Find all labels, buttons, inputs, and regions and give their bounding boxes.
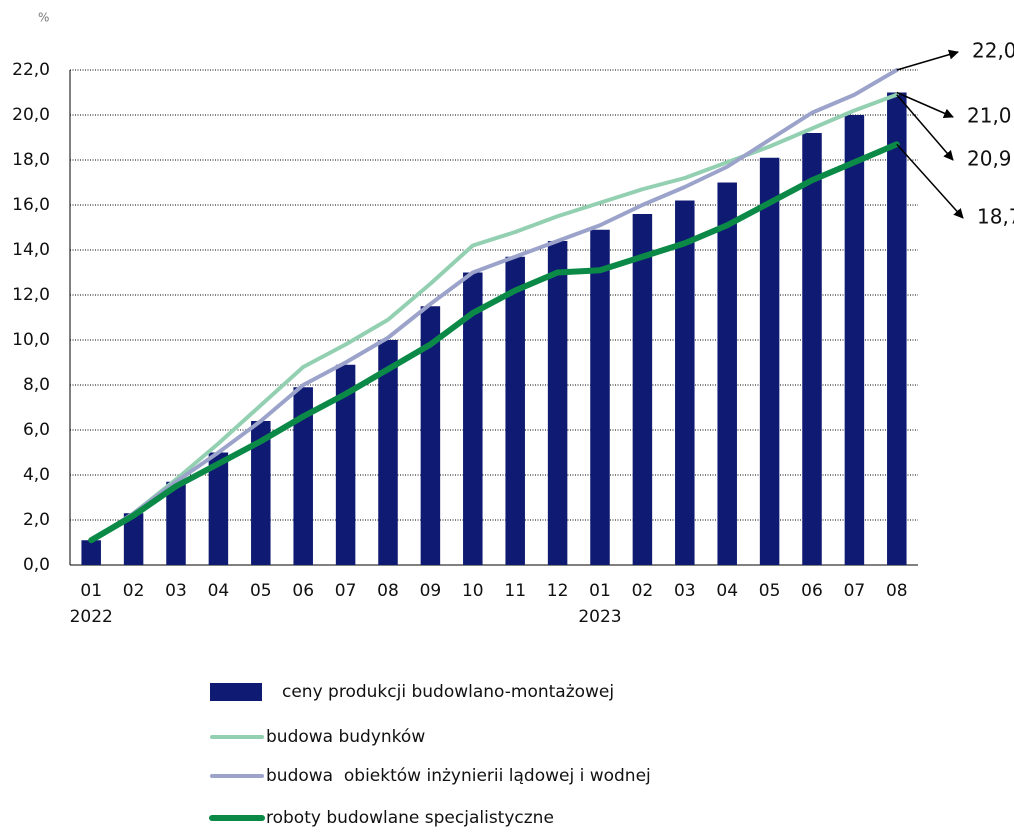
- bar: [590, 229, 610, 565]
- y-tick-label: 8,0: [23, 375, 50, 395]
- bar: [675, 200, 695, 565]
- x-group-label: 2023: [578, 607, 621, 627]
- y-tick-label: 0,0: [23, 555, 50, 575]
- x-tick-label: 02: [632, 581, 654, 601]
- value-label: 21,0: [967, 104, 1012, 128]
- y-tick-label: 14,0: [12, 240, 50, 260]
- x-tick-label: 03: [674, 581, 696, 601]
- y-tick-label: 6,0: [23, 420, 50, 440]
- y-tick-label: 16,0: [12, 195, 50, 215]
- x-tick-label: 02: [123, 581, 145, 601]
- annotation-arrow: [896, 91, 954, 118]
- x-tick-label: 03: [165, 581, 187, 601]
- bar: [759, 157, 780, 565]
- x-tick-label: 01: [589, 581, 611, 601]
- bar: [123, 513, 144, 565]
- x-tick-label: 07: [844, 581, 866, 601]
- bar: [420, 306, 441, 565]
- legend-label: budowa budynków: [266, 727, 425, 747]
- bar: [251, 421, 271, 565]
- legend-label: ceny produkcji budowlano-montażowej: [282, 682, 614, 702]
- bar: [463, 272, 483, 565]
- x-tick-label: 11: [504, 581, 526, 601]
- x-group-label: 2022: [70, 607, 113, 627]
- y-tick-label: 18,0: [12, 150, 50, 170]
- bar: [166, 481, 186, 565]
- x-tick-label: 05: [250, 581, 272, 601]
- annotation-arrow: [896, 143, 964, 219]
- y-tick-label: 4,0: [23, 465, 50, 485]
- x-tick-label: 10: [462, 581, 484, 601]
- y-tick-label: 10,0: [12, 330, 50, 350]
- bar: [208, 452, 229, 565]
- annotation-arrow: [896, 94, 954, 161]
- bar: [844, 115, 865, 565]
- line: [89, 92, 899, 543]
- x-tick-label: 12: [547, 581, 569, 601]
- x-tick-label: 08: [886, 581, 908, 601]
- bar: [887, 92, 907, 565]
- bar: [335, 364, 356, 565]
- y-tick-label: 12,0: [12, 285, 50, 305]
- line: [88, 141, 900, 544]
- legend-label: roboty budowlane specjalistyczne: [266, 808, 554, 828]
- x-tick-label: 01: [80, 581, 102, 601]
- y-tick-label: 20,0: [12, 105, 50, 125]
- y-axis-unit: %: [38, 11, 49, 25]
- x-tick-label: 06: [292, 581, 314, 601]
- line: [89, 68, 899, 543]
- annotation-arrow: [896, 49, 959, 71]
- bar: [632, 214, 653, 565]
- bar: [81, 540, 101, 565]
- bar: [717, 182, 737, 565]
- value-label: 20,9: [967, 147, 1012, 171]
- bar: [547, 241, 568, 565]
- x-tick-label: 07: [335, 581, 357, 601]
- bar: [378, 340, 398, 565]
- value-label: 22,0: [972, 39, 1014, 63]
- y-tick-label: 22,0: [12, 60, 50, 80]
- y-tick-label: 2,0: [23, 510, 50, 530]
- x-tick-label: 06: [801, 581, 823, 601]
- bar: [802, 133, 822, 565]
- x-tick-label: 09: [420, 581, 442, 601]
- bar: [505, 256, 525, 565]
- legend-label: budowa obiektów inżynierii lądowej i wod…: [266, 766, 651, 786]
- x-tick-label: 05: [759, 581, 781, 601]
- x-tick-label: 08: [377, 581, 399, 601]
- x-tick-label: 04: [208, 581, 230, 601]
- bar: [293, 387, 313, 565]
- x-tick-label: 04: [716, 581, 738, 601]
- legend-swatch: [210, 683, 262, 701]
- value-label: 18,7: [977, 205, 1014, 229]
